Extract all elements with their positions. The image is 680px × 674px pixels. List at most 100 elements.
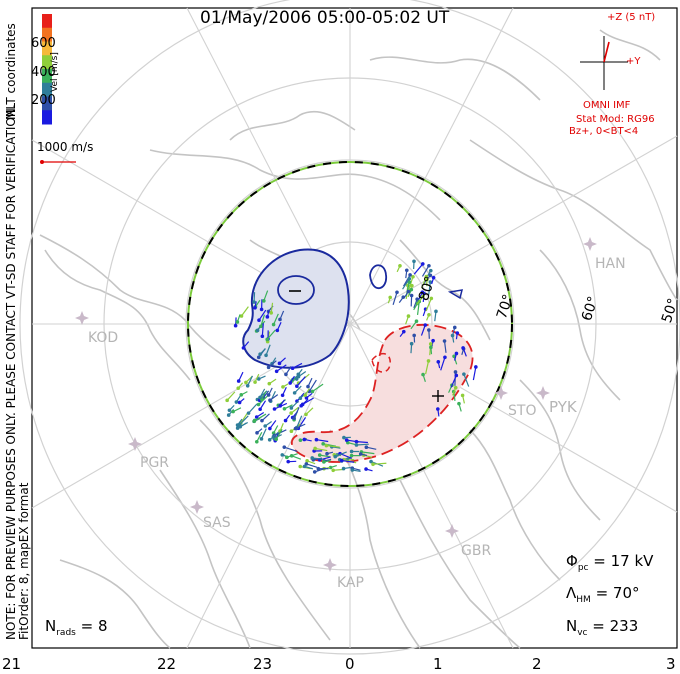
velocity-vector-origin (290, 366, 295, 371)
velocity-vector-origin (289, 411, 293, 415)
colorbar-tick-400: 400 (31, 65, 56, 80)
velocity-vector (296, 376, 306, 387)
velocity-vector-origin (289, 406, 294, 410)
velocity-vector-origin (288, 381, 292, 385)
velocity-vector-origin (313, 446, 317, 451)
velocity-vector-origin (349, 453, 354, 458)
mlt-tick-0: 0 (345, 655, 355, 673)
velocity-vector-origin (409, 293, 414, 298)
imf-z-label: +Z (5 nT) (607, 12, 656, 23)
velocity-vector-origin (255, 328, 260, 333)
velocity-vector (463, 373, 470, 387)
hm-boundary-latitude: ΛHM = 70° (566, 584, 640, 605)
velocity-vector-origin (317, 453, 322, 457)
preview-note: NOTE: FOR PREVIEW PURPOSES ONLY. PLEASE … (4, 104, 18, 640)
hm-boundary (187, 161, 513, 487)
velocity-vector (239, 415, 249, 426)
velocity-colorbar (42, 14, 52, 125)
velocity-vector-origin (350, 468, 355, 472)
velocity-vector-origin (254, 415, 259, 419)
negative-cell-contour-tiny (447, 289, 464, 300)
radar-site-marker (323, 558, 337, 572)
radar-label-kod: KOD (88, 330, 119, 346)
velocity-vector (421, 276, 427, 289)
velocity-vector-origin (260, 418, 264, 423)
velocity-vector-origin (253, 305, 257, 310)
radar-site-marker (536, 386, 550, 400)
colorbar-tick-600: 600 (31, 36, 56, 51)
velocity-vector-origin (277, 361, 282, 366)
velocity-vector-origin (236, 386, 241, 391)
velocity-vector-origin (233, 323, 238, 328)
velocity-vector (261, 323, 264, 337)
mlt-tick-3: 3 (666, 655, 676, 673)
velocity-vector-origin (254, 439, 259, 444)
velocity-vector-origin (312, 470, 317, 474)
velocity-vector-origin (420, 262, 425, 266)
velocity-vector-origin (274, 437, 279, 442)
velocity-vector-origin (427, 328, 431, 332)
velocity-vector-origin (238, 424, 243, 429)
vector-count: Nvc = 233 (566, 617, 639, 638)
velocity-vector-origin (255, 431, 259, 435)
radar-site-marker (583, 237, 597, 251)
radar-site-marker (494, 386, 508, 400)
radar-site-marker (128, 437, 142, 451)
velocity-vector-origin (294, 377, 299, 381)
velocity-vector (263, 290, 269, 302)
negative-cell-contour-small (369, 264, 387, 290)
velocity-vector-origin (450, 333, 455, 338)
velocity-vector-origin (289, 454, 294, 458)
velocity-vector-origin (302, 464, 307, 469)
velocity-vector-origin (252, 419, 256, 424)
velocity-vector-origin (289, 429, 294, 434)
velocity-vector-origin (431, 338, 435, 343)
radar-label-sas: SAS (203, 515, 231, 531)
radar-site-marker (445, 524, 459, 538)
radar-count: Nrads = 8 (45, 617, 108, 638)
velocity-vector-origin (406, 314, 411, 318)
cross-polar-potential: Φpc = 17 kV (566, 552, 654, 573)
velocity-vector (260, 428, 267, 440)
velocity-vector-origin (299, 403, 303, 408)
velocity-vector-origin (239, 393, 244, 397)
velocity-vector-origin (349, 449, 354, 454)
velocity-vector (315, 447, 328, 452)
velocity-vector-origin (275, 328, 280, 333)
velocity-vector-origin (257, 318, 261, 322)
velocity-vector-origin (282, 445, 287, 449)
velocity-vector (425, 360, 430, 375)
velocity-vector-origin (401, 295, 406, 299)
velocity-vector-origin (231, 409, 235, 414)
velocity-vector-origin (429, 296, 434, 301)
velocity-vector-origin (344, 438, 349, 442)
velocity-vector-origin (429, 345, 433, 350)
velocity-vector-origin (457, 401, 461, 406)
velocity-vector-origin (411, 274, 415, 279)
radar-label-pgr: PGR (140, 455, 170, 471)
velocity-vector-origin (266, 393, 271, 397)
velocity-vector-origin (302, 437, 307, 442)
velocity-vector (265, 344, 271, 356)
velocity-vector-origin (310, 389, 315, 394)
velocity-vector (428, 281, 431, 295)
imf-y-label: +Y (626, 56, 641, 67)
velocity-vector-origin (404, 268, 409, 273)
colorbar-segment (42, 41, 52, 56)
velocity-vector-origin (398, 264, 402, 268)
velocity-vector-origin (269, 311, 273, 315)
velocity-vector-origin (256, 402, 261, 407)
velocity-vector-origin (256, 355, 261, 360)
velocity-vector-origin (296, 374, 301, 379)
velocity-vector-origin (358, 452, 363, 456)
velocity-vector-origin (252, 300, 256, 304)
velocity-vector-origin (241, 346, 246, 350)
velocity-vector (296, 415, 303, 428)
velocity-vector-origin (428, 273, 433, 278)
velocity-vector-origin (278, 317, 282, 322)
velocity-vector-origin (298, 464, 303, 469)
velocity-vector-origin (259, 437, 264, 441)
mlt-tick-1: 1 (433, 655, 443, 673)
velocity-vector-origin (324, 443, 329, 448)
